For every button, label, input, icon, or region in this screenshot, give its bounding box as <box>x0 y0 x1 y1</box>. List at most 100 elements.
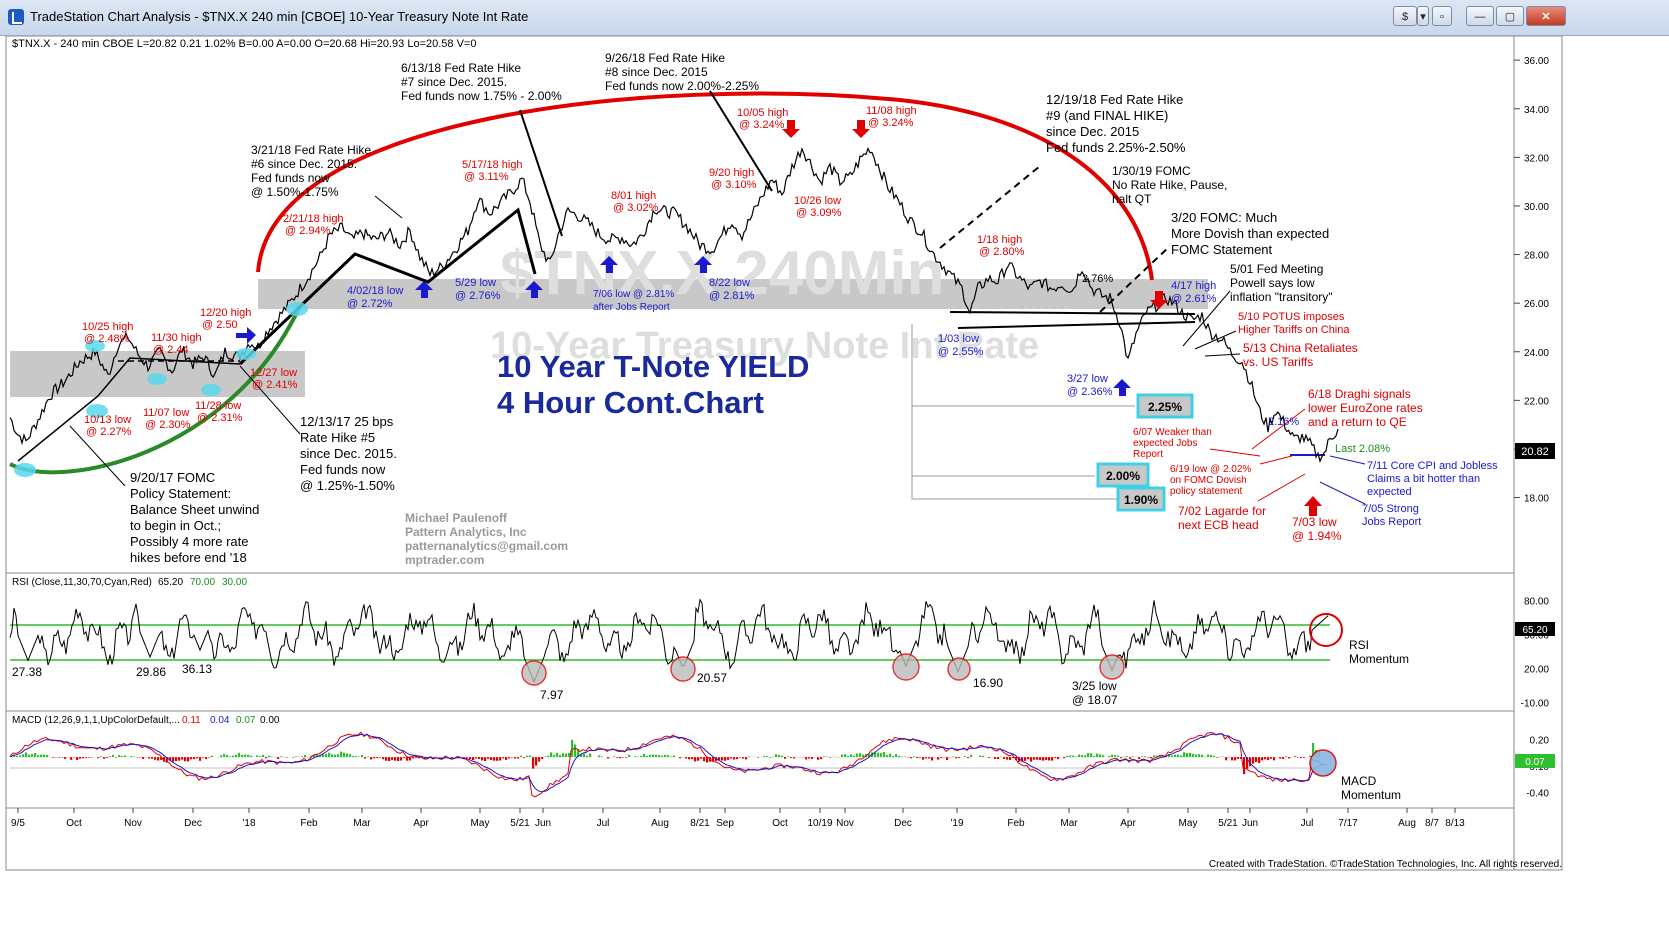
macd-histogram-bar <box>844 754 846 757</box>
window-titlebar: TradeStation Chart Analysis - $TNX.X 240… <box>0 0 1669 36</box>
red-point-label: 9/20 high <box>709 167 754 179</box>
svg-text:Fed funds now: Fed funds now <box>251 171 330 185</box>
macd-histogram-bar <box>385 757 387 761</box>
time-tick-label: Mar <box>1060 818 1078 829</box>
macd-histogram-bar <box>1027 757 1029 759</box>
macd-histogram-bar <box>1084 755 1086 757</box>
macd-histogram-bar <box>478 757 480 759</box>
macd-histogram-bar <box>787 756 789 757</box>
macd-histogram-bar <box>304 755 306 757</box>
svg-text:7/11 Core CPI and Jobless: 7/11 Core CPI and Jobless <box>1367 460 1498 472</box>
macd-histogram-bar <box>505 757 507 760</box>
macd-histogram-bar <box>373 757 375 758</box>
annotation-last: Last 2.08% <box>1335 443 1390 455</box>
macd-histogram-bar <box>1090 753 1092 757</box>
macd-histogram-bar <box>523 757 525 758</box>
macd-histogram-bar <box>670 757 672 758</box>
macd-histogram-bar <box>331 754 333 757</box>
window-settings-button[interactable]: ▫ <box>1432 6 1452 26</box>
macd-histogram-bar <box>343 753 345 757</box>
macd-histogram-bar <box>1120 757 1122 758</box>
macd-histogram-bar <box>1195 755 1197 758</box>
rsi-value: 65.20 <box>158 577 183 588</box>
macd-histogram-bar <box>181 757 183 759</box>
time-tick-label: Oct <box>772 818 788 829</box>
macd-histogram-bar <box>940 757 942 758</box>
macd-histogram-bar <box>58 757 60 758</box>
blue-point-label: 7/06 low @ 2.81% <box>593 289 674 300</box>
macd-histogram-bar <box>1042 757 1044 761</box>
time-tick-label: Sep <box>716 818 734 829</box>
macd-histogram-bar <box>1033 757 1035 760</box>
price-tick-label: 28.00 <box>1524 251 1549 262</box>
macd-histogram-bar <box>475 757 477 758</box>
macd-histogram-bar <box>721 757 723 760</box>
red-point-label: 8/01 high <box>611 190 656 202</box>
svg-text:Fed funds 2.25%-2.50%: Fed funds 2.25%-2.50% <box>1046 140 1186 155</box>
macd-histogram-bar <box>16 756 18 757</box>
macd-histogram-bar <box>1066 756 1068 757</box>
macd-histogram-bar <box>535 757 537 766</box>
macd-histogram-bar <box>112 755 114 757</box>
price-chart-svg[interactable]: $TNX.X 240Min 10-Year Treasury Note Int … <box>0 36 1669 925</box>
macd-histogram-bar <box>499 757 501 760</box>
time-tick-label: Jul <box>1301 818 1314 829</box>
blue-point-value: @ 2.61% <box>1171 293 1217 305</box>
chart-area[interactable]: $TNX.X 240Min 10-Year Treasury Note Int … <box>0 36 1669 925</box>
macd-histogram-bar <box>967 757 969 758</box>
macd-histogram-bar <box>784 757 786 759</box>
main-title-line1: 10 Year T-Note YIELD <box>497 349 809 384</box>
macd-histogram-bar <box>811 757 813 759</box>
macd-histogram-bar <box>1114 755 1116 757</box>
svg-text:12/13/17 25 bps: 12/13/17 25 bps <box>300 414 394 429</box>
price-tick-label: 30.00 <box>1524 202 1549 213</box>
macd-histogram-bar <box>1072 756 1074 757</box>
macd-histogram-bar <box>25 753 27 758</box>
macd-histogram-bar <box>643 754 645 757</box>
macd-histogram-bar <box>613 756 615 757</box>
macd-histogram-bar <box>700 757 702 759</box>
blue-point-label: 8/22 low <box>709 277 750 289</box>
macd-histogram-bar <box>340 752 342 758</box>
macd-histogram-bar <box>589 754 591 758</box>
macd-histogram-bar <box>886 755 888 757</box>
macd-histogram-bar <box>76 757 78 760</box>
macd-histogram-bar <box>82 757 84 758</box>
price-tick-label: 32.00 <box>1524 153 1549 164</box>
svg-text:#7 since Dec. 2015.: #7 since Dec. 2015. <box>401 75 507 89</box>
macd-histogram-bar <box>859 753 861 757</box>
macd-histogram-bar <box>538 757 540 761</box>
macd-histogram-bar <box>364 757 366 758</box>
macd-histogram-bar <box>28 755 30 757</box>
macd-histogram-bar <box>1300 757 1302 758</box>
svg-text:next ECB head: next ECB head <box>1178 518 1259 532</box>
macd-histogram-bar <box>241 755 243 757</box>
time-tick-label: 5/21 <box>1218 818 1238 829</box>
macd-histogram-bar <box>661 756 663 757</box>
price-tick-label: 26.00 <box>1524 299 1549 310</box>
svg-text:Claims a bit hotter than: Claims a bit hotter than <box>1367 473 1480 485</box>
macd-histogram-bar <box>1201 755 1203 757</box>
macd-histogram-bar <box>520 756 522 757</box>
macd-histogram-bar <box>358 757 360 758</box>
macd-histogram-bar <box>628 755 630 757</box>
macd-histogram-bar <box>547 756 549 757</box>
symbol-link-dropdown-icon[interactable]: ▾ <box>1417 6 1429 26</box>
maximize-button[interactable]: ▢ <box>1496 6 1524 26</box>
time-tick-label: Jun <box>535 818 551 829</box>
macd-histogram-bar <box>106 757 108 758</box>
minimize-button[interactable]: — <box>1466 6 1494 26</box>
macd-histogram-bar <box>271 757 273 758</box>
macd-histogram-bar <box>1210 755 1212 757</box>
blue-point-value: @ 2.36% <box>1067 386 1113 398</box>
svg-text:More Dovish than expected: More Dovish than expected <box>1171 226 1329 241</box>
macd-histogram-bar <box>103 757 105 759</box>
macd-histogram-bar <box>541 757 543 759</box>
macd-histogram-bar <box>1036 757 1038 760</box>
svg-text:@ 1.25%-1.50%: @ 1.25%-1.50% <box>300 478 395 493</box>
close-button[interactable]: ✕ <box>1526 6 1566 26</box>
symbol-link-button[interactable]: $ <box>1393 6 1417 26</box>
macd-histogram-bar <box>892 756 894 757</box>
svg-text:mptrader.com: mptrader.com <box>405 553 484 567</box>
macd-histogram-bar <box>196 757 198 758</box>
